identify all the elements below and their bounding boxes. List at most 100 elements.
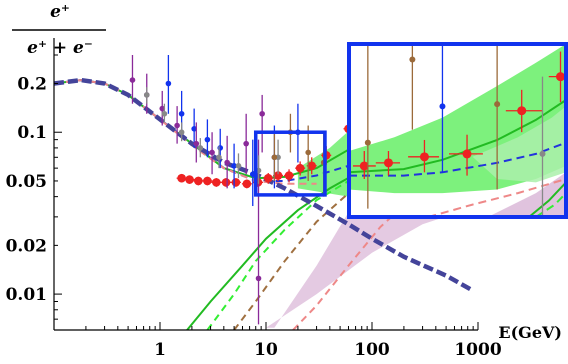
marker (191, 125, 197, 132)
y-tick-label: 0.01 (6, 285, 47, 305)
data-point-4 (211, 178, 222, 187)
marker (177, 173, 186, 183)
inset-data-point-0 (352, 151, 376, 179)
inset-data-point-3 (449, 134, 483, 176)
marker (284, 171, 294, 180)
data-point-34 (259, 94, 265, 153)
x-tick-label: 1 (154, 340, 166, 360)
model-curve-3 (292, 156, 479, 330)
data-point-3 (202, 176, 213, 186)
model-curve-1 (206, 131, 479, 330)
data-point-19 (204, 119, 211, 158)
data-point-45 (305, 125, 311, 181)
marker (409, 56, 416, 63)
marker (174, 122, 180, 129)
y-tick-label: 0.02 (6, 236, 47, 256)
marker (159, 105, 166, 112)
data-point-0 (176, 173, 187, 183)
inset-layer (347, 42, 568, 219)
inset-data-point-1 (375, 151, 401, 176)
marker (217, 145, 224, 151)
marker (231, 163, 237, 169)
data-point-27 (159, 90, 166, 126)
marker (539, 150, 546, 157)
marker (271, 154, 278, 161)
marker (555, 72, 565, 82)
marker (194, 176, 203, 186)
data-point-12 (295, 161, 306, 176)
marker (203, 176, 212, 186)
marker (204, 136, 211, 143)
marker (193, 140, 200, 147)
marker (295, 163, 305, 173)
data-point-11 (284, 169, 295, 183)
marker (178, 129, 185, 136)
data-point-43 (271, 132, 278, 181)
y-tick-label: 0.05 (6, 172, 47, 192)
marker (255, 275, 262, 282)
data-point-28 (174, 106, 180, 144)
data-point-29 (193, 122, 200, 163)
inset-data-point-2 (408, 139, 440, 173)
marker (235, 163, 242, 169)
data-point-32 (243, 113, 249, 175)
marker (359, 161, 369, 171)
marker (224, 159, 230, 166)
y-tick-label: 0.1 (17, 123, 47, 143)
marker (419, 152, 429, 162)
marker (178, 110, 185, 117)
inset-curve-1 (349, 141, 566, 177)
ylabel-denominator: e⁺ + e⁻ (27, 38, 93, 58)
marker (242, 179, 252, 189)
inset-data-point-6 (439, 44, 446, 173)
inset-content (349, 44, 566, 217)
inset-band-2 (487, 172, 566, 217)
marker (383, 158, 393, 168)
data-point-38 (197, 138, 204, 158)
x-tick-label: 1000 (454, 340, 501, 360)
marker (212, 178, 221, 187)
marker (439, 103, 446, 110)
data-point-21 (231, 143, 237, 189)
inset-frame (347, 42, 568, 219)
data-point-9 (263, 172, 274, 184)
marker (185, 175, 194, 184)
data-point-1 (184, 175, 195, 184)
marker (517, 106, 527, 116)
marker (231, 178, 241, 187)
data-point-30 (209, 132, 215, 175)
data-point-16 (165, 55, 172, 114)
zoom-window (253, 130, 327, 197)
data-point-31 (224, 135, 230, 189)
data-point-7 (241, 179, 252, 189)
x-tick-label: 100 (354, 340, 390, 360)
marker (165, 80, 172, 87)
marker (364, 139, 371, 146)
marker (197, 145, 204, 151)
marker (305, 149, 311, 156)
marker (259, 110, 265, 117)
data-point-25 (129, 55, 136, 104)
inset-data-point-10 (539, 76, 546, 217)
marker (221, 178, 231, 187)
data-point-20 (217, 128, 224, 169)
marker (263, 173, 273, 183)
x-axis-label: E(GeV) (498, 323, 562, 342)
y-tick-label: 0.2 (17, 75, 47, 95)
data-point-6 (230, 178, 241, 187)
marker (209, 149, 215, 156)
marker (243, 140, 249, 147)
marker (161, 110, 168, 117)
marker (143, 92, 150, 98)
axes-layer: 1 10 100 1000 0.01 0.02 0.05 0.1 0.2 (6, 38, 502, 360)
data-point-2 (193, 176, 204, 186)
marker (216, 154, 222, 161)
marker (494, 101, 501, 108)
x-tick-label: 10 (254, 340, 278, 360)
inset-data-point-5 (548, 51, 566, 103)
inset-curve-0 (349, 99, 566, 174)
inset-data-point-8 (409, 44, 416, 130)
inset-curve-3 (528, 181, 566, 217)
marker (462, 149, 472, 159)
